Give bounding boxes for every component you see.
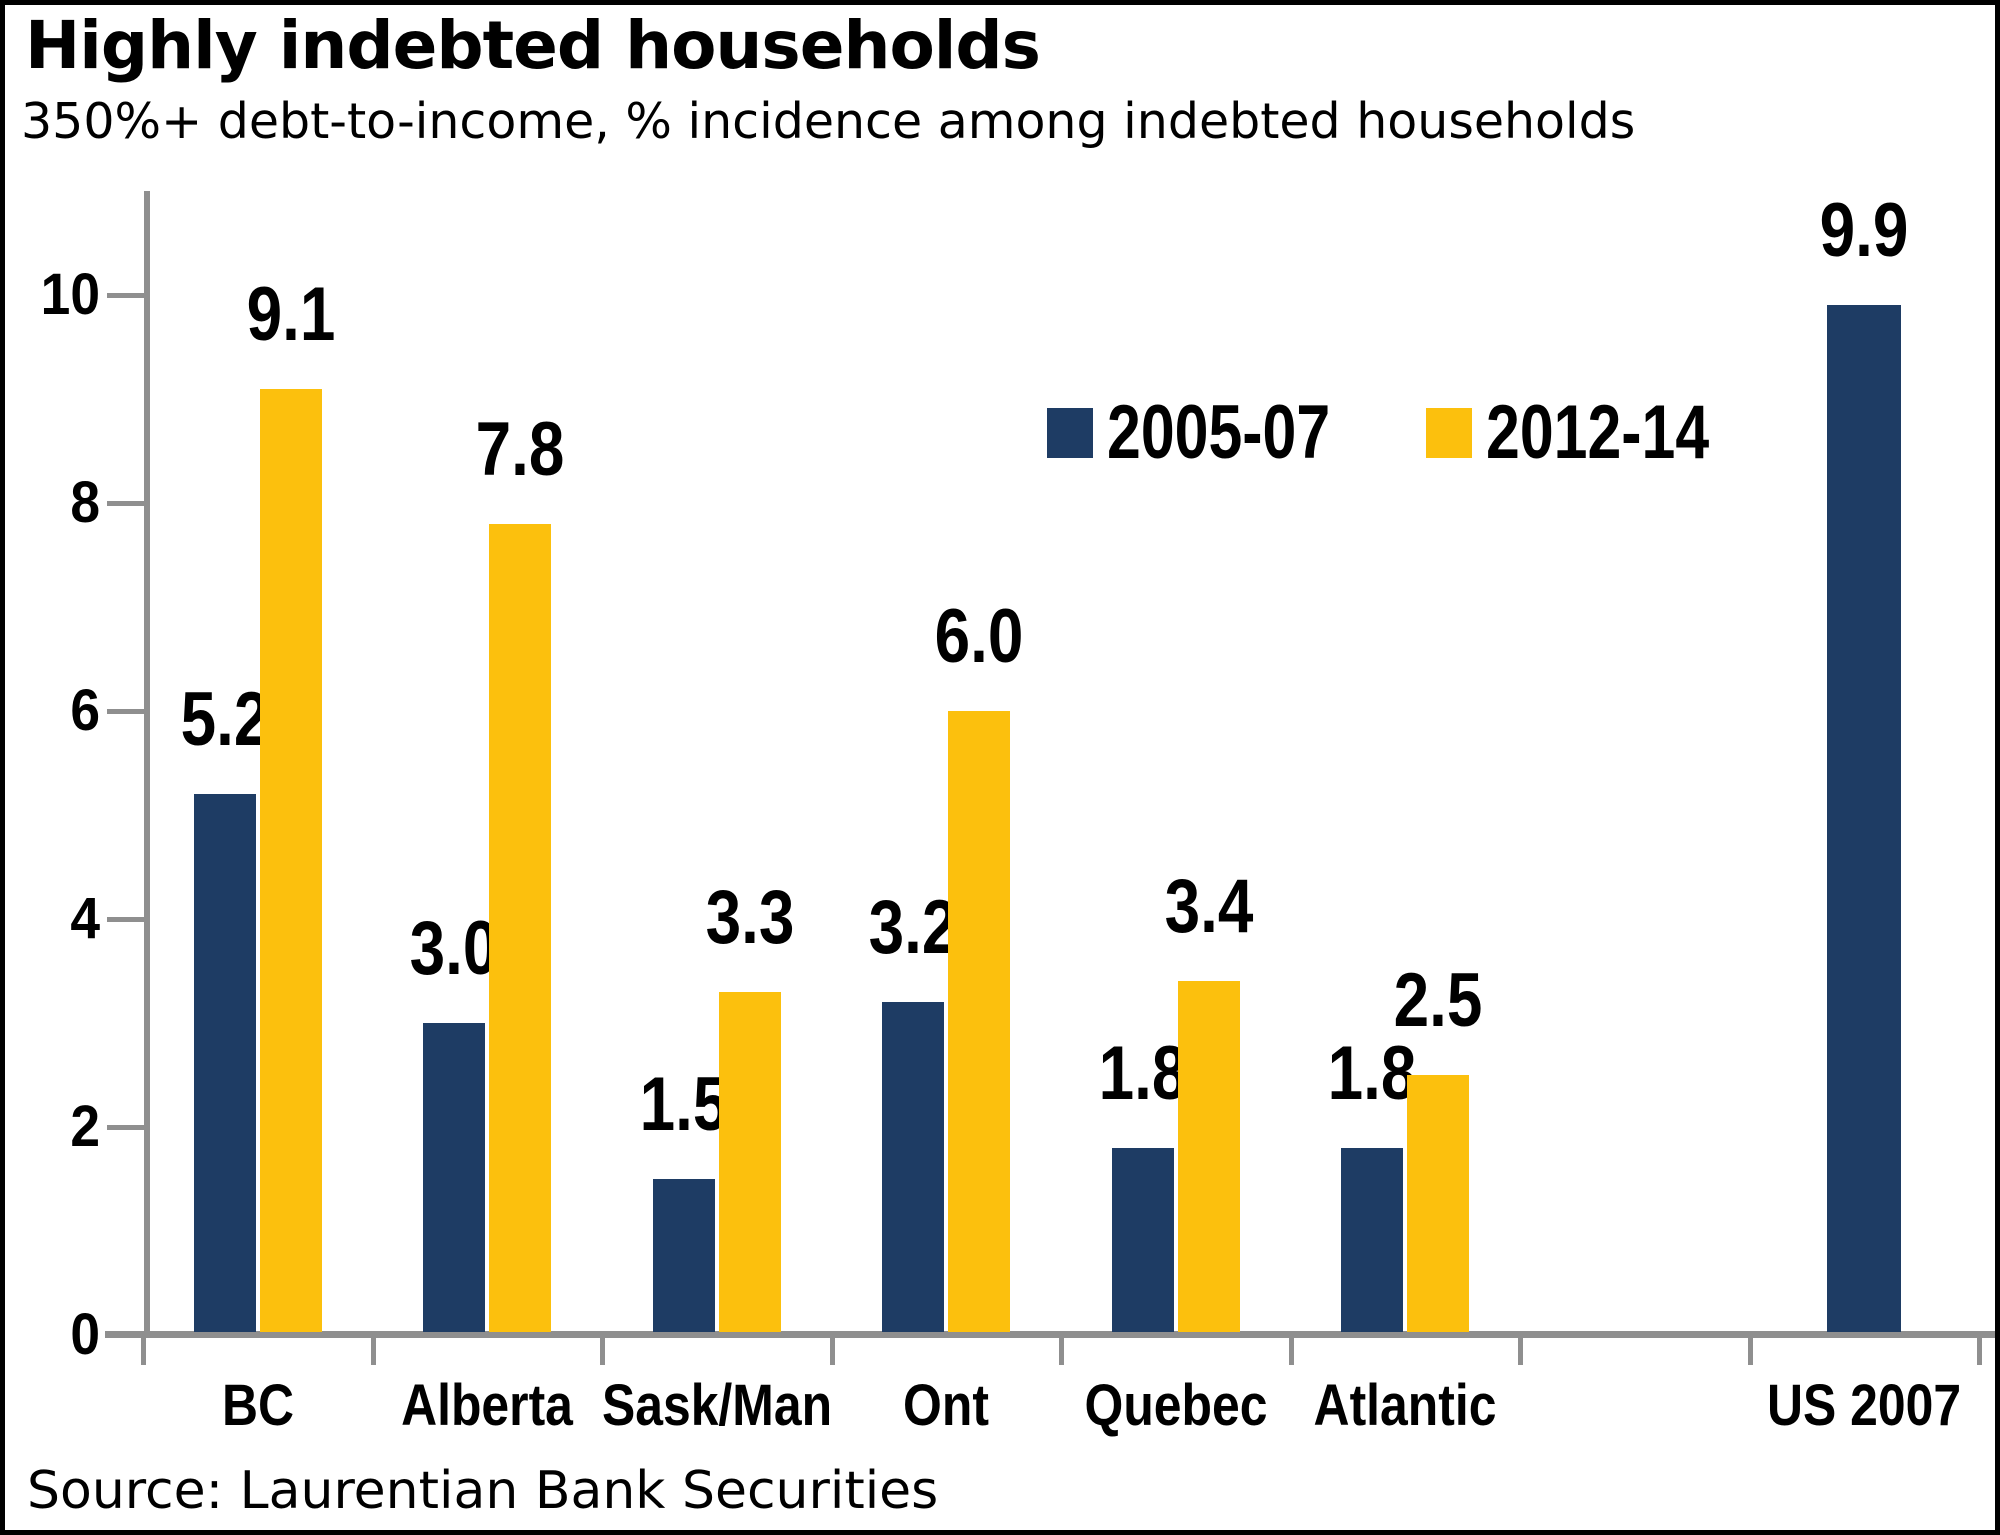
bar-value-label: 1.8	[1327, 1030, 1417, 1116]
bar-value-label: 9.9	[1819, 188, 1909, 274]
y-tick-label: 2	[70, 1094, 100, 1159]
bar-2005-07-Atlantic	[1341, 1147, 1404, 1332]
x-tick	[141, 1335, 146, 1365]
bar-2005-07-Sask/Man	[652, 1179, 715, 1332]
bar-value-label: 3.4	[1164, 864, 1254, 950]
bar-2012-14-Alberta	[489, 523, 552, 1332]
chart-subtitle: 350%+ debt-to-income, % incidence among …	[21, 93, 1636, 150]
x-axis-label-Ont: Ont	[903, 1373, 990, 1438]
legend: 2005-07 2012-14	[1047, 395, 1765, 471]
legend-item-2012-14: 2012-14	[1425, 390, 1765, 475]
bar-value-label: 6.0	[934, 594, 1024, 679]
y-tick-label: 6	[70, 678, 100, 743]
x-tick	[1747, 1335, 1753, 1365]
x-tick	[1518, 1335, 1523, 1365]
bar-value-label: 3.2	[868, 885, 958, 971]
bar-value-label: 2.5	[1393, 958, 1483, 1043]
bar-2012-14-BC	[259, 388, 322, 1332]
x-axis-label-BC: BC	[221, 1373, 294, 1438]
legend-swatch-2012-14	[1425, 408, 1472, 458]
y-tick	[107, 709, 144, 714]
legend-label-2012-14: 2012-14	[1485, 390, 1710, 475]
x-tick	[1288, 1335, 1294, 1365]
bar-value-label: 7.8	[475, 406, 565, 492]
bar-2005-07-BC	[193, 794, 256, 1332]
source-note: Source: Laurentian Bank Securities	[27, 1461, 939, 1521]
x-axis-label-Alberta: Alberta	[401, 1373, 574, 1438]
x-axis-line	[105, 1331, 1995, 1338]
bar-2012-14-Quebec	[1177, 981, 1240, 1332]
y-tick	[107, 501, 144, 506]
chart-title: Highly indebted households	[25, 7, 1041, 84]
y-tick	[107, 917, 144, 922]
bar-value-label: 1.5	[639, 1062, 729, 1147]
bar-2005-07-Quebec	[1111, 1147, 1174, 1332]
y-tick	[107, 1333, 144, 1338]
bar-2012-14-Ont	[948, 711, 1011, 1332]
bar-2005-07-US 2007	[1827, 305, 1902, 1332]
x-axis-label-US 2007: US 2007	[1767, 1373, 1962, 1438]
plot-area: 0 2 4 6 8 10 5.2 9.1 BC 3.0 7.8 Alberta 1.5 3.3 Sask/M…	[5, 5, 1995, 1530]
x-axis-label-Atlantic: Atlantic	[1313, 1373, 1497, 1438]
x-tick	[1059, 1335, 1064, 1365]
bar-value-label: 3.3	[705, 874, 795, 960]
legend-item-2005-07: 2005-07	[1047, 395, 1386, 471]
x-tick	[600, 1335, 605, 1365]
y-tick	[107, 293, 144, 298]
bar-2005-07-Ont	[882, 1002, 945, 1332]
y-tick	[107, 1125, 144, 1130]
bar-value-label: 1.8	[1098, 1030, 1188, 1116]
y-tick-label: 8	[70, 470, 100, 535]
bar-value-label: 9.1	[246, 271, 336, 357]
legend-swatch-2005-07	[1047, 408, 1093, 458]
bar-2012-14-Sask/Man	[718, 991, 781, 1332]
x-axis-label-Sask/Man: Sask/Man	[601, 1373, 832, 1438]
x-tick	[370, 1335, 376, 1365]
bar-2012-14-Atlantic	[1407, 1075, 1470, 1332]
y-tick-label: 0	[70, 1302, 100, 1367]
x-tick	[829, 1335, 835, 1365]
legend-label-2005-07: 2005-07	[1107, 390, 1331, 475]
bar-value-label: 3.0	[409, 906, 499, 991]
bar-value-label: 5.2	[180, 677, 270, 763]
y-tick-label: 4	[70, 886, 100, 951]
x-tick	[1977, 1335, 1982, 1365]
y-tick-label: 10	[40, 262, 100, 327]
y-axis-line	[144, 191, 150, 1338]
x-axis-label-Quebec: Quebec	[1084, 1373, 1268, 1438]
bar-2005-07-Alberta	[423, 1023, 486, 1332]
